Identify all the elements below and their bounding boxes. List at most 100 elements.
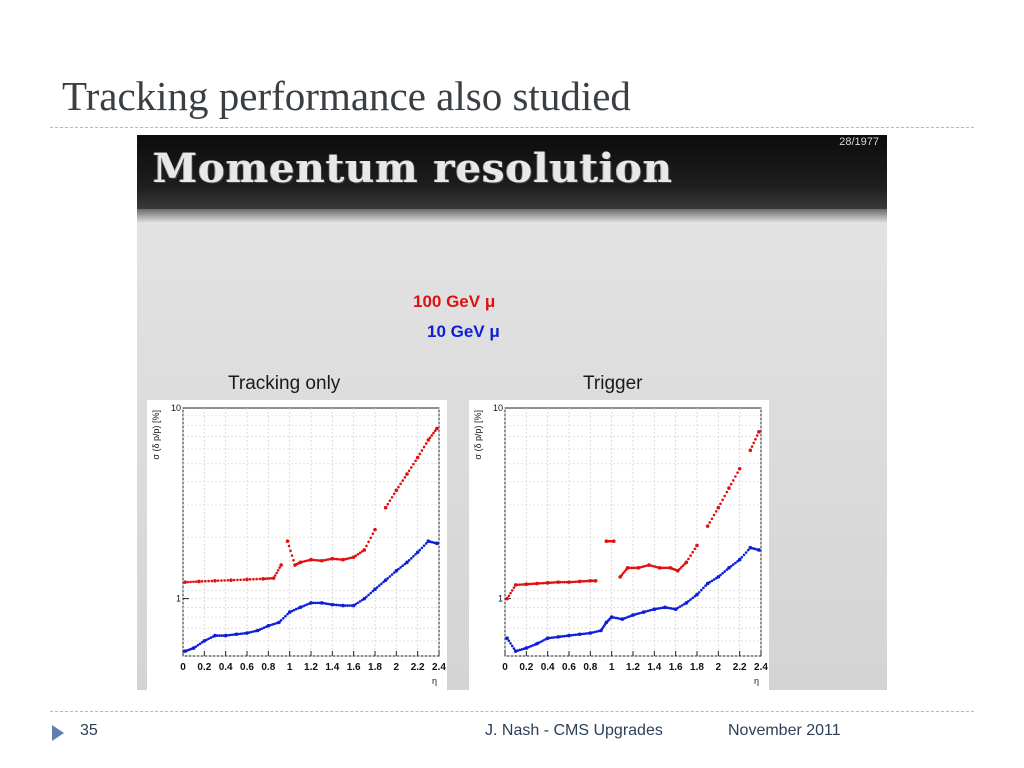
- data-point-dense: [313, 601, 317, 605]
- data-point-dense: [241, 632, 245, 635]
- data-point-dense: [529, 582, 532, 586]
- x-tick-label: 0: [502, 662, 508, 673]
- data-point-dense: [333, 603, 336, 607]
- data-point-dense: [412, 555, 415, 558]
- data-point-dense: [629, 614, 633, 618]
- data-point-dense: [522, 647, 526, 651]
- data-point-dense: [725, 568, 729, 571]
- data-point-dense: [710, 517, 714, 521]
- data-point-dense: [654, 565, 657, 569]
- data-point-dense: [289, 549, 292, 553]
- data-point-dense: [586, 579, 590, 583]
- data-point-dense: [307, 558, 311, 562]
- data-point-dense: [736, 471, 739, 474]
- data-point: [716, 575, 721, 579]
- data-point-dense: [316, 601, 319, 605]
- data-point: [330, 556, 335, 561]
- data-point-dense: [343, 557, 347, 561]
- data-point-dense: [403, 476, 407, 479]
- data-point-dense: [725, 490, 729, 494]
- footer-divider: [50, 711, 974, 712]
- data-point-dense: [189, 580, 192, 584]
- data-point-dense: [418, 452, 422, 456]
- x-tick-label: 1.6: [347, 662, 361, 673]
- data-point-dense: [512, 586, 516, 589]
- data-point-dense: [723, 570, 727, 573]
- data-point: [426, 438, 431, 442]
- data-point-dense: [249, 630, 253, 634]
- data-point: [415, 455, 420, 460]
- data-point-dense: [664, 566, 668, 570]
- data-point: [505, 596, 509, 601]
- data-point-dense: [273, 622, 277, 626]
- data-point-dense: [691, 596, 695, 600]
- data-point: [556, 580, 561, 584]
- data-point-dense: [216, 579, 220, 582]
- data-point-dense: [271, 623, 274, 626]
- data-point: [279, 563, 283, 567]
- data-point: [285, 539, 290, 544]
- data-point-dense: [699, 588, 703, 592]
- data-point-dense: [516, 649, 520, 652]
- data-point-dense: [591, 631, 594, 634]
- data-point-dense: [680, 604, 684, 607]
- data-point: [567, 633, 571, 638]
- data-point-dense: [616, 617, 620, 620]
- data-point-dense: [386, 576, 390, 580]
- data-point-dense: [719, 502, 722, 506]
- data-point: [705, 581, 710, 586]
- data-point: [223, 633, 228, 638]
- data-point-dense: [645, 564, 649, 567]
- data-point-dense: [303, 559, 306, 563]
- data-point-dense: [268, 577, 271, 580]
- data-point-dense: [226, 578, 230, 582]
- data-point-dense: [539, 581, 543, 585]
- data-point-dense: [552, 581, 556, 584]
- data-point-dense: [712, 578, 716, 581]
- data-point-dense: [704, 584, 707, 588]
- trigger-title: Trigger: [583, 373, 643, 394]
- data-point-dense: [328, 557, 332, 561]
- data-point: [319, 558, 324, 563]
- data-point-dense: [254, 629, 257, 633]
- data-point: [197, 579, 201, 584]
- data-point-dense: [518, 583, 522, 586]
- y-tick-label: 10: [171, 403, 181, 413]
- x-tick-label: 1.2: [304, 662, 318, 673]
- data-point-dense: [186, 580, 190, 584]
- data-point-dense: [324, 602, 328, 605]
- data-point-dense: [328, 602, 332, 606]
- data-point-dense: [390, 573, 394, 576]
- data-point-dense: [356, 601, 360, 605]
- x-tick-label: 1.4: [325, 662, 339, 673]
- data-point-dense: [542, 639, 545, 642]
- data-point-dense: [522, 583, 526, 586]
- data-point-dense: [322, 601, 326, 605]
- data-point-dense: [228, 633, 232, 637]
- data-point-dense: [507, 594, 511, 598]
- data-point-dense: [388, 499, 392, 503]
- x-tick-label: 2: [716, 662, 722, 673]
- data-point-dense: [618, 617, 622, 621]
- data-point-dense: [292, 558, 295, 562]
- data-point-dense: [217, 634, 221, 637]
- data-point-dense: [292, 608, 296, 612]
- data-point-dense: [324, 558, 328, 562]
- x-axis-label: η: [432, 676, 437, 686]
- data-point-dense: [620, 573, 623, 577]
- data-point-dense: [723, 494, 727, 498]
- data-point-dense: [433, 541, 437, 545]
- y-tick-label: 1: [498, 594, 503, 604]
- data-point-dense: [595, 630, 599, 633]
- data-point-dense: [659, 606, 663, 610]
- data-point-dense: [527, 645, 530, 649]
- data-point: [505, 636, 509, 640]
- data-point-dense: [356, 552, 360, 556]
- embedded-page-counter: 28/1977: [839, 136, 879, 148]
- data-point: [362, 596, 367, 601]
- data-point-dense: [220, 634, 223, 637]
- data-point-dense: [509, 642, 512, 645]
- data-point-dense: [666, 566, 670, 570]
- data-point-dense: [350, 604, 353, 607]
- data-point: [695, 543, 699, 548]
